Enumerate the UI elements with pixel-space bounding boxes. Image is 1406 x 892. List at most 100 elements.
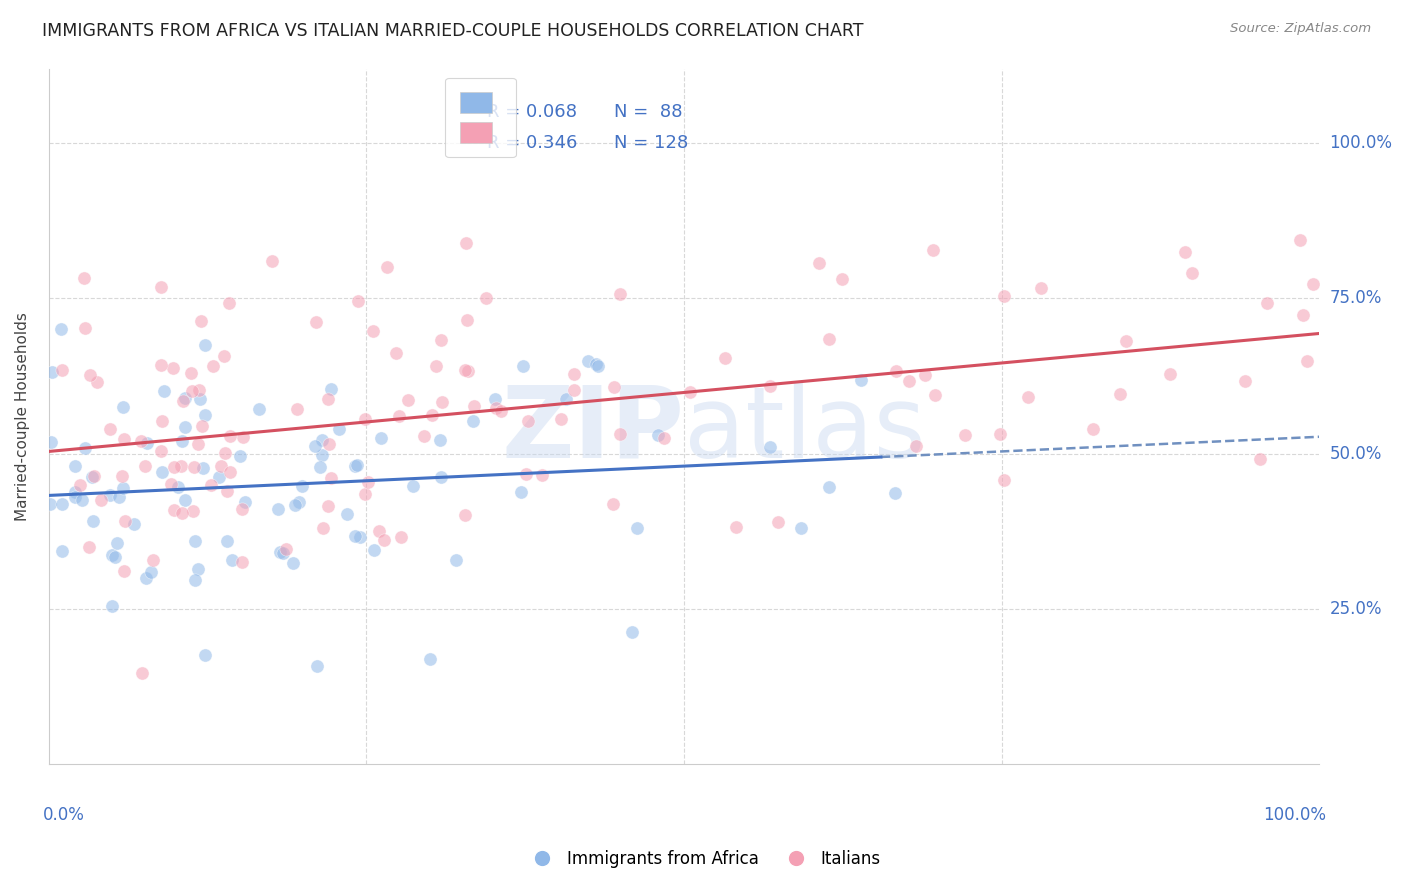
Point: [190, 313, 212, 327]
Point: [396, 392, 419, 407]
Point: [104, 549, 127, 564]
Point: [39, 435, 62, 450]
Point: [993, 289, 1015, 303]
Point: [202, 359, 225, 374]
Point: [170, 459, 193, 474]
Point: [309, 460, 332, 475]
Point: [349, 530, 371, 544]
Point: [73, 271, 96, 285]
Text: 0.0%: 0.0%: [42, 806, 84, 824]
Point: [905, 439, 928, 453]
Point: [233, 495, 256, 509]
Point: [353, 486, 375, 500]
Point: [316, 392, 339, 406]
Point: [231, 502, 253, 516]
Point: [922, 243, 945, 257]
Point: [184, 573, 207, 587]
Point: [357, 475, 380, 489]
Point: [457, 364, 479, 378]
Point: [1174, 244, 1197, 259]
Point: [444, 553, 467, 567]
Point: [370, 431, 392, 445]
Point: [180, 367, 202, 381]
Point: [512, 359, 534, 374]
Point: [181, 504, 204, 518]
Point: [229, 449, 252, 463]
Point: [1181, 266, 1204, 280]
Point: [344, 529, 367, 543]
Text: Source: ZipAtlas.com: Source: ZipAtlas.com: [1230, 22, 1371, 36]
Point: [221, 552, 243, 566]
Legend: , : ,: [446, 78, 516, 157]
Point: [150, 466, 173, 480]
Point: [312, 521, 335, 535]
Point: [79, 368, 101, 382]
Point: [274, 542, 297, 557]
Point: [430, 395, 453, 409]
Point: [114, 514, 136, 528]
Point: [609, 286, 631, 301]
Point: [515, 467, 537, 481]
Point: [150, 443, 173, 458]
Text: ZIP: ZIP: [501, 382, 683, 479]
Point: [105, 535, 128, 549]
Point: [562, 383, 585, 397]
Point: [817, 480, 839, 494]
Point: [454, 236, 477, 251]
Point: [807, 256, 830, 270]
Point: [363, 543, 385, 558]
Point: [647, 427, 669, 442]
Point: [180, 384, 202, 398]
Point: [420, 408, 443, 422]
Point: [218, 296, 240, 310]
Point: [316, 499, 339, 513]
Point: [319, 471, 342, 485]
Text: N = 128: N = 128: [614, 134, 689, 152]
Point: [1249, 452, 1271, 467]
Text: atlas: atlas: [683, 382, 925, 479]
Point: [194, 408, 217, 422]
Point: [214, 446, 236, 460]
Point: [898, 374, 921, 388]
Point: [111, 481, 134, 495]
Point: [174, 420, 197, 434]
Point: [219, 428, 242, 442]
Point: [75, 321, 97, 335]
Point: [51, 363, 73, 377]
Text: 100.0%: 100.0%: [1330, 134, 1392, 152]
Point: [285, 402, 308, 417]
Point: [307, 659, 329, 673]
Point: [170, 506, 193, 520]
Point: [373, 533, 395, 547]
Point: [388, 409, 411, 424]
Point: [191, 419, 214, 434]
Point: [191, 461, 214, 475]
Point: [150, 415, 173, 429]
Point: [609, 427, 631, 442]
Point: [284, 498, 307, 512]
Point: [429, 470, 451, 484]
Point: [112, 432, 135, 446]
Point: [167, 480, 190, 494]
Point: [914, 368, 936, 382]
Point: [484, 392, 506, 406]
Point: [1256, 296, 1278, 310]
Point: [82, 514, 104, 528]
Point: [172, 434, 194, 448]
Point: [321, 382, 343, 396]
Point: [215, 483, 238, 498]
Point: [621, 625, 644, 640]
Point: [766, 515, 789, 529]
Point: [491, 404, 513, 418]
Text: R = 0.346: R = 0.346: [486, 134, 578, 152]
Point: [100, 487, 122, 501]
Point: [194, 337, 217, 351]
Point: [80, 470, 103, 484]
Point: [562, 367, 585, 381]
Point: [679, 384, 702, 399]
Point: [231, 555, 253, 569]
Point: [63, 458, 86, 473]
Point: [475, 291, 498, 305]
Point: [456, 312, 478, 326]
Point: [955, 428, 977, 442]
